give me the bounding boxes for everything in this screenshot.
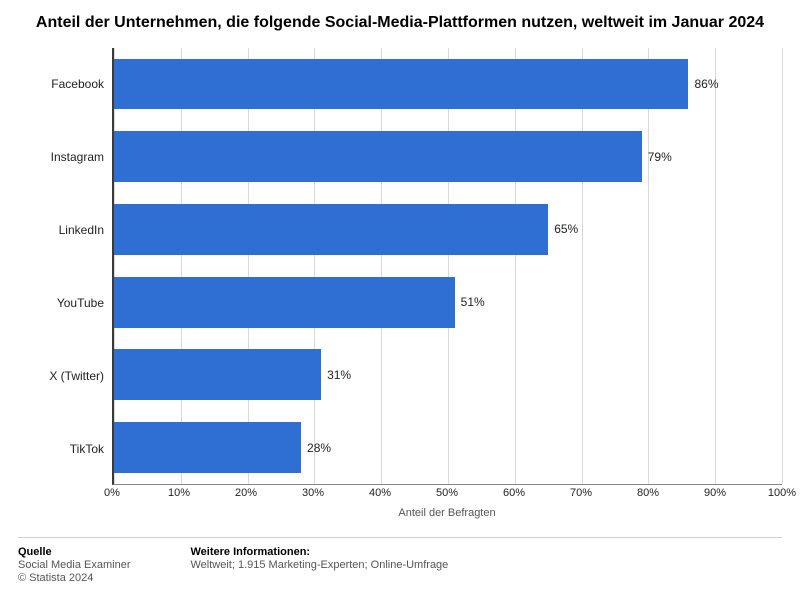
footer-info: Weitere Informationen: Weltweit; 1.915 M… bbox=[191, 546, 449, 584]
bar-value-label: 79% bbox=[648, 150, 672, 164]
x-tick: 0% bbox=[104, 487, 120, 499]
chart-container: Anteil der Unternehmen, die folgende Soc… bbox=[0, 0, 800, 594]
plot: 86% 79% 65% 51% 31% 28% bbox=[112, 48, 782, 485]
x-spacer bbox=[18, 485, 112, 505]
bar-value-label: 31% bbox=[327, 368, 351, 382]
x-tick: 50% bbox=[436, 487, 458, 499]
bars: 86% 79% 65% 51% 31% 28% bbox=[114, 48, 782, 484]
bar-value-label: 28% bbox=[307, 441, 331, 455]
bar-slot: 28% bbox=[114, 411, 782, 484]
x-tick: 60% bbox=[503, 487, 525, 499]
x-tick: 10% bbox=[168, 487, 190, 499]
x-tick: 30% bbox=[302, 487, 324, 499]
bar-slot: 79% bbox=[114, 120, 782, 193]
chart-title: Anteil der Unternehmen, die folgende Soc… bbox=[18, 12, 782, 34]
x-axis-title: Anteil der Befragten bbox=[112, 507, 782, 519]
x-axis-ticks: 0%10%20%30%40%50%60%70%80%90%100% bbox=[112, 485, 782, 505]
bar-slot: 51% bbox=[114, 266, 782, 339]
bar-slot: 86% bbox=[114, 48, 782, 121]
plot-row: FacebookInstagramLinkedInYouTubeX (Twitt… bbox=[18, 48, 782, 485]
x-tick: 40% bbox=[369, 487, 391, 499]
y-label: Instagram bbox=[18, 121, 112, 194]
y-label: LinkedIn bbox=[18, 193, 112, 266]
bar-value-label: 65% bbox=[554, 222, 578, 236]
footer-info-head: Weitere Informationen: bbox=[191, 546, 449, 558]
y-label: X (Twitter) bbox=[18, 339, 112, 412]
x-row: 0%10%20%30%40%50%60%70%80%90%100% bbox=[18, 485, 782, 505]
bar bbox=[114, 59, 688, 110]
footer-info-line: Weltweit; 1.915 Marketing-Experten; Onli… bbox=[191, 559, 449, 571]
x-tick: 100% bbox=[768, 487, 796, 499]
bar-value-label: 86% bbox=[694, 77, 718, 91]
y-label: Facebook bbox=[18, 48, 112, 121]
x-tick: 80% bbox=[637, 487, 659, 499]
bar bbox=[114, 131, 642, 182]
y-label: TikTok bbox=[18, 412, 112, 485]
footer-source-head: Quelle bbox=[18, 546, 131, 558]
footer-source-line1: Social Media Examiner bbox=[18, 559, 131, 571]
bar bbox=[114, 277, 455, 328]
bar bbox=[114, 204, 548, 255]
x-tick: 90% bbox=[704, 487, 726, 499]
gridline bbox=[782, 48, 783, 484]
footer-source: Quelle Social Media Examiner © Statista … bbox=[18, 546, 131, 584]
footer-source-line2: © Statista 2024 bbox=[18, 572, 131, 584]
footer: Quelle Social Media Examiner © Statista … bbox=[18, 537, 782, 584]
bar-value-label: 51% bbox=[461, 295, 485, 309]
bar bbox=[114, 349, 321, 400]
y-axis-labels: FacebookInstagramLinkedInYouTubeX (Twitt… bbox=[18, 48, 112, 485]
bar bbox=[114, 422, 301, 473]
chart-area: FacebookInstagramLinkedInYouTubeX (Twitt… bbox=[18, 48, 782, 519]
bar-slot: 65% bbox=[114, 193, 782, 266]
x-tick: 70% bbox=[570, 487, 592, 499]
x-tick: 20% bbox=[235, 487, 257, 499]
bar-slot: 31% bbox=[114, 339, 782, 412]
y-label: YouTube bbox=[18, 266, 112, 339]
